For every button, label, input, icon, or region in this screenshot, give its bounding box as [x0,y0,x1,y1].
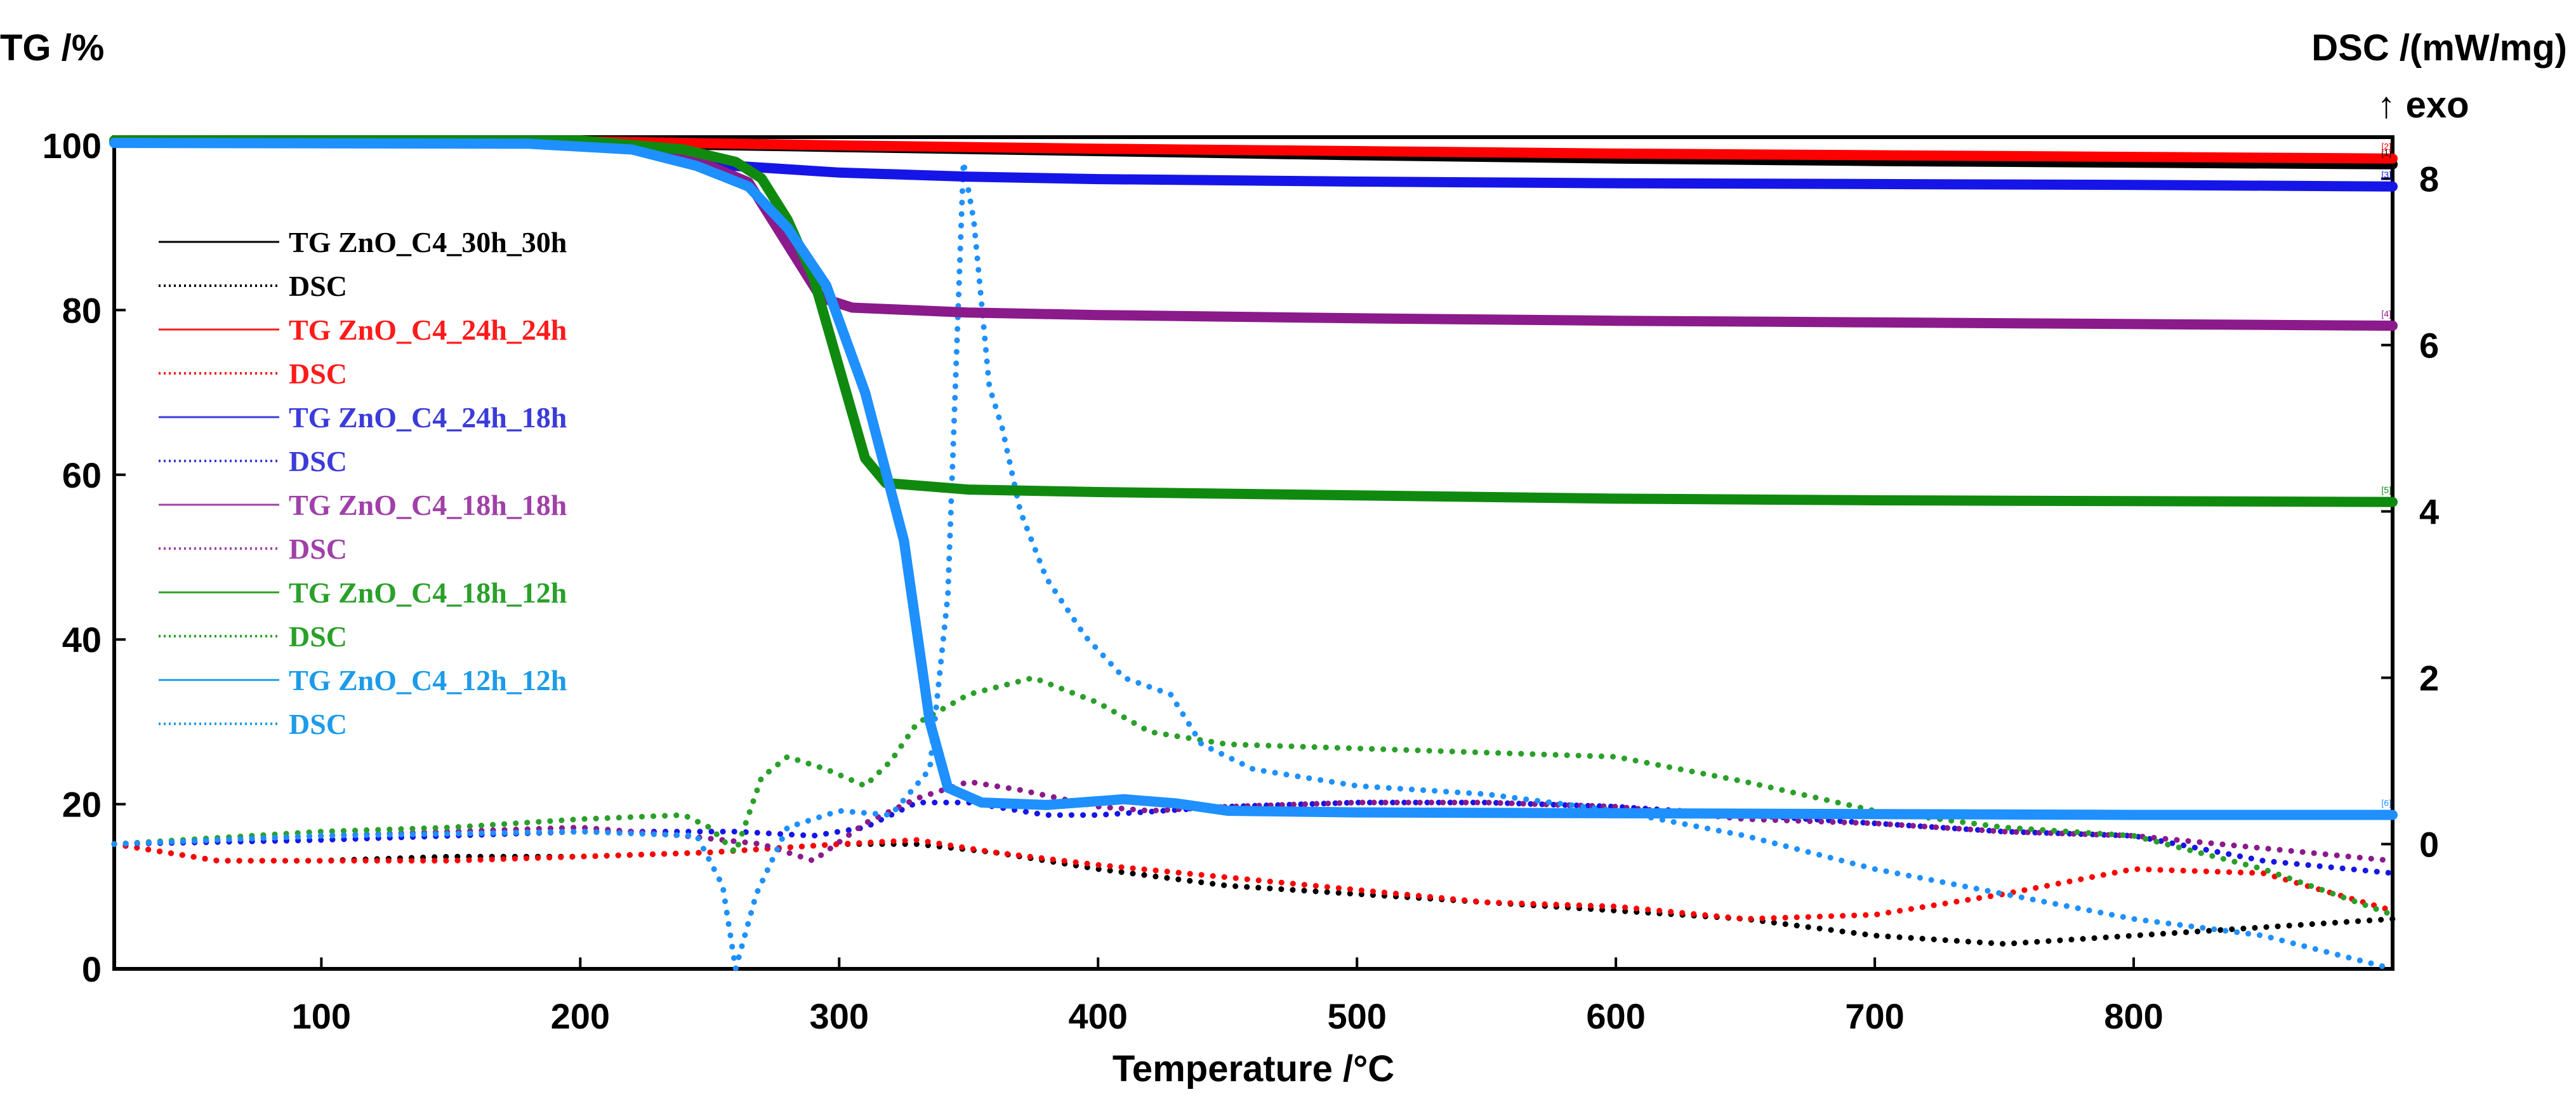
series-end-marker: [1] [2381,147,2391,157]
dsc-curve-7 [111,837,2396,922]
tg-curve-5 [109,138,2398,820]
y-right-axis-sublabel: ↑ exo [2377,84,2469,126]
dsc-curve-10 [111,675,2396,918]
y-left-tick-label: 40 [62,620,102,660]
data-series [109,135,2398,972]
x-tick-label: 500 [1327,996,1386,1036]
tg-curve-4 [109,135,2398,507]
y-right-tick-label: 2 [2419,658,2439,698]
x-axis-label: Temperature /°C [1113,1048,1394,1089]
legend-label: DSC [289,708,347,740]
y-right-tick-label: 8 [2419,159,2439,199]
tick-marks [114,143,2393,970]
y-right-tick-label: 4 [2419,492,2439,532]
x-tick-label: 400 [1069,996,1128,1036]
legend-label: DSC [289,270,347,302]
plot-frame [112,135,2394,971]
x-tick-label: 800 [2104,996,2163,1036]
x-tick-label: 600 [1586,996,1645,1036]
x-tick-label: 700 [1845,996,1904,1036]
legend-label: TG ZnO_C4_18h_18h [289,489,567,521]
series-end-marker: [6] [2381,797,2391,808]
y-left-axis-label: TG /% [0,27,104,69]
dsc-curve-9 [111,778,2396,864]
legend-label: TG ZnO_C4_24h_24h [289,314,567,346]
series-end-marker: [5] [2381,485,2391,495]
legend-label: DSC [289,533,347,565]
legend: TG ZnO_C4_30h_30h DSC TG ZnO_C4_24h_24h DSC… [159,226,567,740]
y-right-axis-label: DSC /(mW/mg) [2311,27,2567,69]
y-right-tick-label: 6 [2419,326,2439,366]
y-left-tick-label: 60 [62,455,102,495]
series-end-marker: [2] [2381,142,2391,152]
legend-label: TG ZnO_C4_30h_30h [289,226,567,258]
x-tick-label: 300 [810,996,869,1036]
y-left-tick-label: 80 [62,290,102,330]
x-tick-label: 100 [292,996,351,1036]
tick-labels: 100 200 300 400 500 600 700 800 0 20 40 60 80 100 0 2 4 6… [43,126,2440,1036]
tg-curve-1 [109,135,2398,164]
series-end-marker: [4] [2381,309,2391,319]
x-tick-label: 200 [551,996,610,1036]
y-left-tick-label: 20 [62,785,102,825]
legend-label: DSC [289,620,347,653]
legend-label: TG ZnO_C4_12h_12h [289,664,567,696]
legend-label: DSC [289,357,347,390]
dsc-curve-11 [111,159,2396,972]
series-end-marker: [3] [2381,170,2391,180]
y-left-tick-label: 0 [82,949,102,989]
y-left-tick-label: 100 [43,126,102,166]
series-end-markers: [1][2] [3] [4] [5] [6] [2381,142,2391,808]
dsc-curve-8 [111,799,2396,876]
y-right-tick-label: 0 [2419,825,2439,865]
legend-label: DSC [289,445,347,477]
legend-label: TG ZnO_C4_18h_12h [289,576,567,609]
legend-label: TG ZnO_C4_24h_18h [289,401,567,434]
